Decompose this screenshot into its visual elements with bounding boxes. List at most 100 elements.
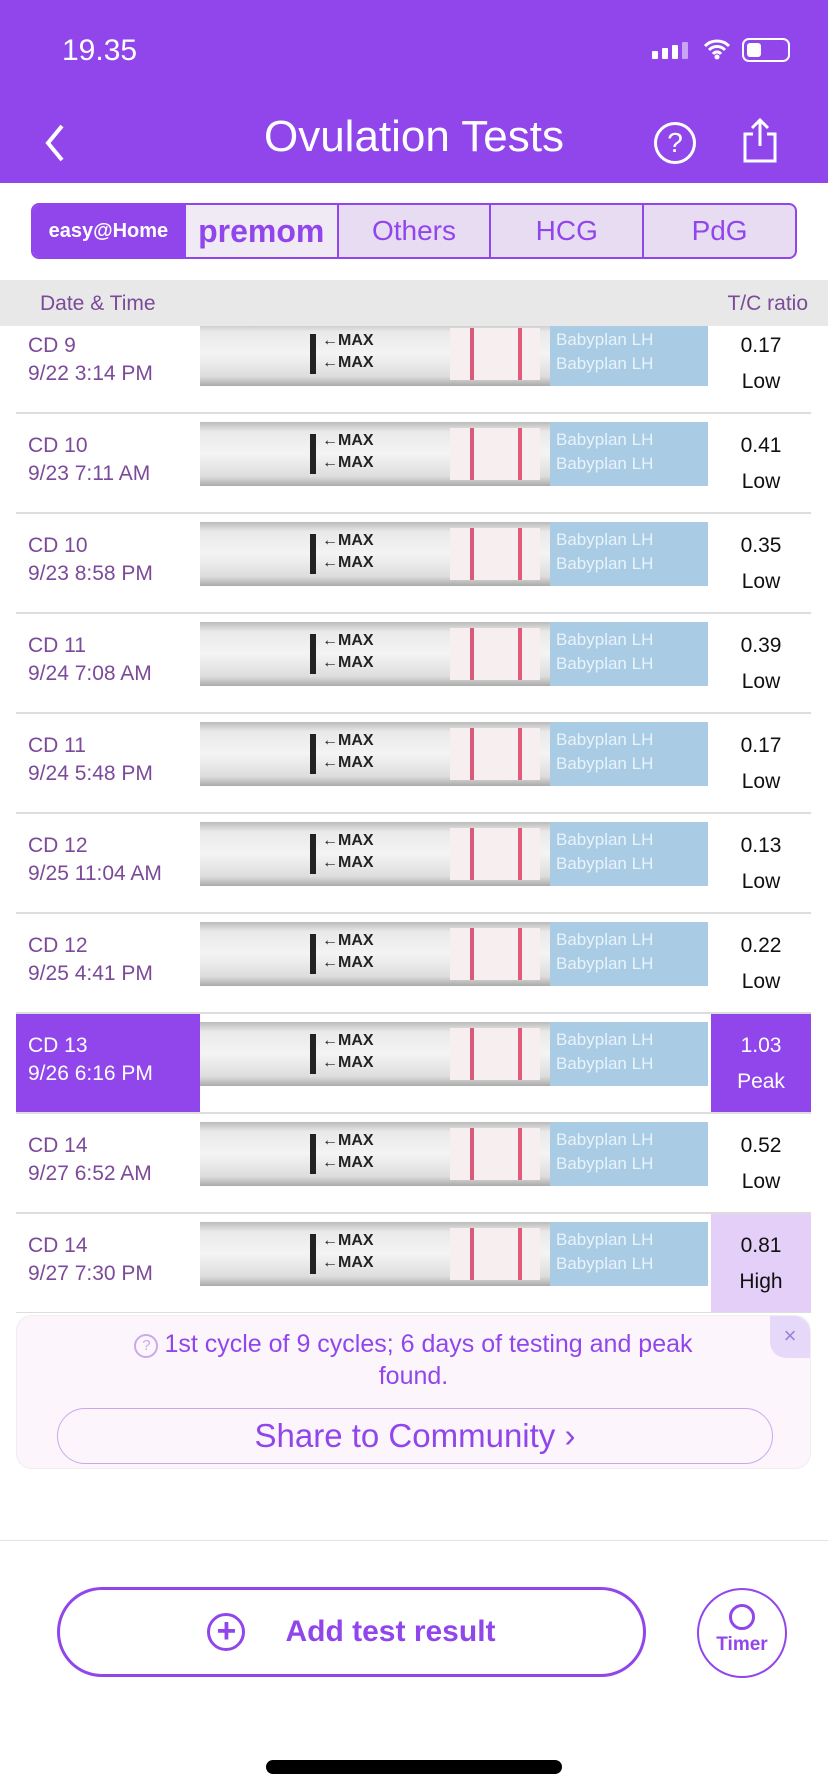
- strip-max-text: ←MAX: [322, 532, 374, 549]
- test-strip-photo[interactable]: ←MAX ←MAX Babyplan LH Babyplan LH: [200, 1222, 708, 1286]
- strip-max-text: ←MAX: [322, 354, 374, 371]
- table-row[interactable]: CD 11 9/24 5:48 PM ←MAX ←MAX Babyplan LH Bab…: [16, 714, 811, 814]
- tc-ratio: 0.52 Low: [711, 1114, 811, 1212]
- ratio-level: Low: [741, 670, 781, 693]
- ratio-level: High: [739, 1270, 783, 1293]
- test-strip-photo[interactable]: ←MAX ←MAX Babyplan LH Babyplan LH: [200, 326, 708, 386]
- ratio-level: Low: [741, 1170, 781, 1193]
- cycle-day: CD 10: [28, 434, 88, 457]
- row-date: CD 11 9/24 5:48 PM: [16, 714, 200, 812]
- strip-max-text: ←MAX: [322, 432, 374, 449]
- status-time: 19.35: [62, 34, 138, 67]
- strip-brand-text: Babyplan LH: [556, 830, 654, 849]
- strip-max-text: ←MAX: [322, 332, 374, 349]
- strip-brand-text: Babyplan LH: [556, 754, 654, 773]
- table-row[interactable]: CD 14 9/27 6:52 AM ←MAX ←MAX Babyplan LH Bab…: [16, 1114, 811, 1214]
- strip-max-text: ←MAX: [322, 632, 374, 649]
- ratio-value: 0.81: [740, 1234, 782, 1257]
- strip-brand-text: Babyplan LH: [556, 330, 654, 349]
- cycle-day: CD 12: [28, 834, 88, 857]
- test-datetime: 9/27 6:52 AM: [28, 1162, 152, 1185]
- test-strip-photo[interactable]: ←MAX ←MAX Babyplan LH Babyplan LH: [200, 1022, 708, 1086]
- close-icon[interactable]: ×: [770, 1316, 810, 1358]
- summary-text: 1st cycle of 9 cycles; 6 days of testing…: [164, 1330, 693, 1390]
- row-date: CD 14 9/27 7:30 PM: [16, 1214, 200, 1312]
- strip-max-text: ←MAX: [322, 732, 374, 749]
- share-button[interactable]: [740, 116, 780, 164]
- strip-brand-text: Babyplan LH: [556, 954, 654, 973]
- tab-others[interactable]: Others: [339, 205, 492, 257]
- tc-ratio: 0.81 High: [711, 1214, 811, 1312]
- test-strip-photo[interactable]: ←MAX ←MAX Babyplan LH Babyplan LH: [200, 922, 708, 986]
- strip-brand-text: Babyplan LH: [556, 730, 654, 749]
- test-strip-photo[interactable]: ←MAX ←MAX Babyplan LH Babyplan LH: [200, 422, 708, 486]
- table-row[interactable]: CD 12 9/25 11:04 AM ←MAX ←MAX Babyplan LH Ba…: [16, 814, 811, 914]
- tab-pdg[interactable]: PdG: [691, 215, 748, 246]
- test-datetime: 9/26 6:16 PM: [28, 1062, 153, 1085]
- back-button[interactable]: [36, 118, 76, 168]
- page-title: Ovulation Tests: [263, 112, 564, 161]
- ratio-value: 0.13: [740, 834, 782, 857]
- row-date: CD 12 9/25 4:41 PM: [16, 914, 200, 1012]
- strip-brand-text: Babyplan LH: [556, 1254, 654, 1273]
- table-row[interactable]: CD 10 9/23 7:11 AM ←MAX ←MAX Babyplan LH Bab…: [16, 414, 811, 514]
- test-strip-photo[interactable]: ←MAX ←MAX Babyplan LH Babyplan LH: [200, 522, 708, 586]
- ratio-level: Low: [741, 570, 781, 593]
- add-label: Add test result: [285, 1615, 496, 1648]
- row-date: CD 13 9/26 6:16 PM: [16, 1014, 200, 1112]
- test-strip-photo[interactable]: ←MAX ←MAX Babyplan LH Babyplan LH: [200, 722, 708, 786]
- ratio-level: Low: [741, 470, 781, 493]
- strip-brand-text: Babyplan LH: [556, 630, 654, 649]
- strip-brand-text: Babyplan LH: [556, 1130, 654, 1149]
- table-row[interactable]: CD 9 9/22 3:14 PM ←MAX ←MAX Babyplan LH Baby…: [16, 326, 811, 414]
- wifi-icon: [703, 39, 731, 60]
- strip-max-text: ←MAX: [322, 1154, 374, 1171]
- test-strip-photo[interactable]: ←MAX ←MAX Babyplan LH Babyplan LH: [200, 1122, 708, 1186]
- tc-ratio: 0.39 Low: [711, 614, 811, 712]
- strip-max-text: ←MAX: [322, 454, 374, 471]
- strip-max-text: ←MAX: [322, 1254, 374, 1271]
- home-indicator: [266, 1760, 562, 1774]
- test-datetime: 9/25 4:41 PM: [28, 962, 153, 985]
- table-row[interactable]: CD 12 9/25 4:41 PM ←MAX ←MAX Babyplan LH Bab…: [16, 914, 811, 1014]
- tab-hcg[interactable]: HCG: [491, 205, 645, 257]
- row-date: CD 10 9/23 7:11 AM: [16, 414, 200, 512]
- timer-button[interactable]: Timer: [697, 1588, 787, 1678]
- strip-brand-text: Babyplan LH: [556, 1030, 654, 1049]
- test-datetime: 9/24 7:08 AM: [28, 662, 152, 685]
- ratio-value: 0.17: [740, 734, 782, 757]
- cycle-summary-banner: ? 1st cycle of 9 cycles; 6 days of testin…: [16, 1315, 811, 1469]
- table-row[interactable]: CD 13 9/26 6:16 PM ←MAX ←MAX Babyplan LH Bab…: [16, 1014, 811, 1114]
- test-list[interactable]: CD 9 9/22 3:14 PM ←MAX ←MAX Babyplan LH Baby…: [16, 326, 811, 1313]
- ratio-level: Low: [741, 870, 781, 893]
- table-row[interactable]: CD 10 9/23 8:58 PM ←MAX ←MAX Babyplan LH Bab…: [16, 514, 811, 614]
- tc-ratio: 0.13 Low: [711, 814, 811, 912]
- battery-icon: [742, 38, 790, 62]
- ratio-value: 0.41: [740, 434, 782, 457]
- add-test-result-button[interactable]: + Add test result: [57, 1587, 646, 1677]
- row-date: CD 11 9/24 7:08 AM: [16, 614, 200, 712]
- tab-premom[interactable]: premom: [185, 205, 339, 257]
- strip-brand-text: Babyplan LH: [556, 530, 654, 549]
- row-date: CD 9 9/22 3:14 PM: [16, 326, 200, 412]
- timer-label: Timer: [716, 1634, 768, 1655]
- ratio-level: Low: [741, 770, 781, 793]
- strip-max-text: ←MAX: [322, 954, 374, 971]
- ratio-value: 1.03: [740, 1034, 782, 1057]
- col-date-time: Date & Time: [40, 292, 156, 315]
- question-icon[interactable]: ?: [134, 1334, 159, 1358]
- tc-ratio: 0.17 Low: [711, 714, 811, 812]
- test-strip-photo[interactable]: ←MAX ←MAX Babyplan LH Babyplan LH: [200, 822, 708, 886]
- share-to-community-button[interactable]: Share to Community ›: [57, 1408, 773, 1464]
- test-datetime: 9/24 5:48 PM: [28, 762, 153, 785]
- table-row[interactable]: CD 14 9/27 7:30 PM ←MAX ←MAX Babyplan LH Bab…: [16, 1214, 811, 1313]
- test-strip-photo[interactable]: ←MAX ←MAX Babyplan LH Babyplan LH: [200, 622, 708, 686]
- tab-easy-home[interactable]: easy@Home: [33, 205, 186, 257]
- strip-max-text: ←MAX: [322, 554, 374, 571]
- tc-ratio: 0.17 Low: [711, 326, 811, 412]
- strip-brand-text: Babyplan LH: [556, 354, 654, 373]
- strip-max-text: ←MAX: [322, 754, 374, 771]
- cycle-day: CD 13: [28, 1034, 88, 1057]
- table-row[interactable]: CD 11 9/24 7:08 AM ←MAX ←MAX Babyplan LH Bab…: [16, 614, 811, 714]
- help-button[interactable]: ?: [654, 122, 696, 164]
